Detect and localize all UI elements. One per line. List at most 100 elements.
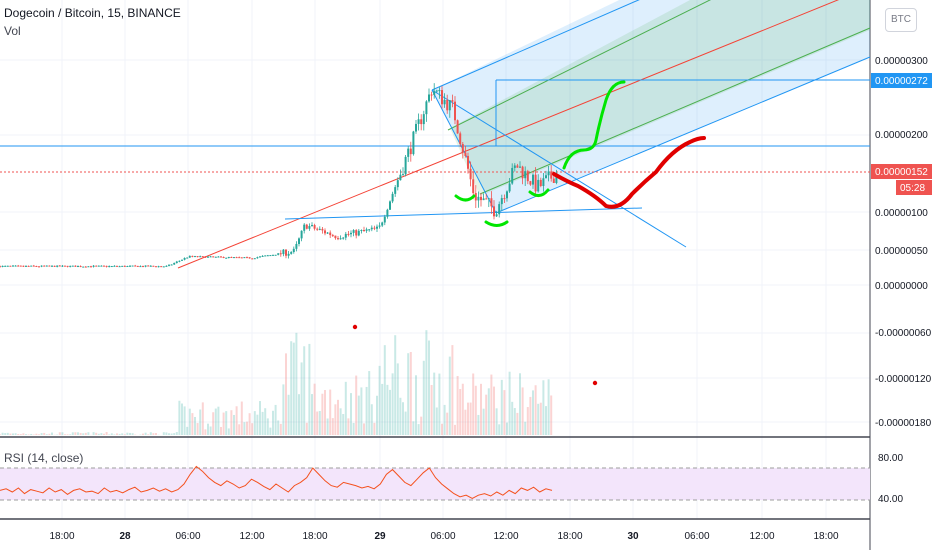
- volume-bar: [256, 415, 258, 435]
- volume-bar: [472, 373, 474, 435]
- candle-body: [470, 169, 472, 180]
- candle-body: [87, 266, 89, 267]
- candle-body: [384, 217, 386, 223]
- volume-bar: [433, 373, 435, 435]
- candle-body: [436, 91, 438, 92]
- volume-bar: [550, 395, 552, 435]
- volume-bar: [199, 410, 201, 435]
- volume-bar: [246, 422, 248, 435]
- volume-bar: [358, 396, 360, 435]
- volume-bar: [269, 428, 271, 435]
- volume-bar: [293, 343, 295, 435]
- volume-bar: [51, 433, 53, 435]
- time-tick: 18:00: [49, 531, 74, 542]
- volume-bar: [43, 433, 45, 435]
- volume-bar: [334, 404, 336, 435]
- candle-body: [381, 222, 383, 225]
- candle-body: [33, 266, 35, 267]
- candle-body: [15, 266, 17, 267]
- candle-body: [246, 257, 248, 258]
- price-axis[interactable]: 0.00000300 0.00000200 0.00000100 0.00000…: [875, 56, 932, 505]
- candle-body: [41, 266, 43, 267]
- candle-body: [165, 266, 167, 267]
- candle-body: [2, 266, 4, 267]
- time-tick: 18:00: [302, 531, 327, 542]
- candle-body: [405, 157, 407, 174]
- candle-body: [145, 266, 147, 267]
- candle-body: [38, 266, 40, 267]
- candle-body: [100, 266, 102, 267]
- volume-bar: [194, 417, 196, 435]
- volume-bar: [230, 410, 232, 435]
- rsi-panel[interactable]: [0, 466, 870, 500]
- volume-bar: [145, 433, 147, 435]
- candle-body: [147, 266, 149, 267]
- volume-bar: [163, 432, 165, 435]
- candle-body: [191, 256, 193, 257]
- volume-bar: [522, 387, 524, 435]
- candle-body: [43, 266, 45, 267]
- volume-label[interactable]: Vol: [4, 24, 21, 38]
- rsi-label[interactable]: RSI (14, close): [4, 451, 83, 465]
- price-tick: -0.00000060: [875, 328, 932, 339]
- volume-bar: [95, 433, 97, 435]
- candle-body: [67, 266, 69, 267]
- time-tick: 12:00: [493, 531, 518, 542]
- volume-bar: [496, 408, 498, 435]
- volume-bar: [251, 423, 253, 435]
- candle-body: [410, 149, 412, 155]
- candle-body: [111, 266, 113, 267]
- volume-bar: [249, 413, 251, 435]
- volume-bar: [428, 341, 430, 435]
- candle-body: [472, 179, 474, 193]
- candle-body: [420, 119, 422, 124]
- candle-body: [116, 266, 118, 267]
- volume-bar: [126, 433, 128, 435]
- candle-body: [496, 214, 498, 216]
- volume-bar: [392, 373, 394, 435]
- candle-body: [113, 266, 115, 267]
- candle-body: [467, 156, 469, 169]
- volume-bar: [389, 390, 391, 435]
- volume-bar: [0, 434, 1, 435]
- volume-bar: [321, 394, 323, 435]
- candle-body: [20, 266, 22, 267]
- candle-body: [311, 225, 313, 226]
- volume-bar: [324, 390, 326, 435]
- volume-bar: [82, 433, 84, 435]
- volume-bar: [106, 432, 108, 435]
- volume-bar: [366, 387, 368, 435]
- volume-bar: [477, 415, 479, 435]
- candle-body: [103, 266, 105, 267]
- volume-bar: [509, 372, 511, 435]
- volume-bar: [542, 380, 544, 435]
- volume-bar: [451, 345, 453, 435]
- time-axis[interactable]: 18:00 28 06:00 12:00 18:00 29 06:00 12:0…: [49, 531, 838, 542]
- candle-body: [7, 266, 9, 267]
- rsi-tick-40: 40.00: [878, 494, 903, 505]
- candle-body: [511, 168, 513, 184]
- support-trendline[interactable]: [285, 208, 642, 219]
- candle-body: [345, 234, 347, 238]
- candle-body: [282, 250, 284, 254]
- volume-bar: [9, 434, 11, 435]
- candle-body: [132, 266, 134, 267]
- candle-body: [61, 266, 63, 267]
- candle-body: [85, 267, 87, 268]
- volume-bar: [191, 413, 193, 435]
- candle-body: [402, 174, 404, 175]
- pitchfork[interactable]: [178, 0, 870, 268]
- volume-bar: [386, 385, 388, 435]
- candle-body: [197, 256, 199, 257]
- volume-bar: [243, 422, 245, 435]
- volume-bar: [290, 341, 292, 435]
- volume-bar: [412, 421, 414, 435]
- candle-body: [425, 101, 427, 114]
- currency-button[interactable]: BTC: [885, 8, 917, 32]
- candle-body: [69, 266, 71, 267]
- symbol-title[interactable]: Dogecoin / Bitcoin, 15, BINANCE: [4, 6, 181, 20]
- volume-bar: [152, 433, 154, 435]
- candle-body: [306, 225, 308, 229]
